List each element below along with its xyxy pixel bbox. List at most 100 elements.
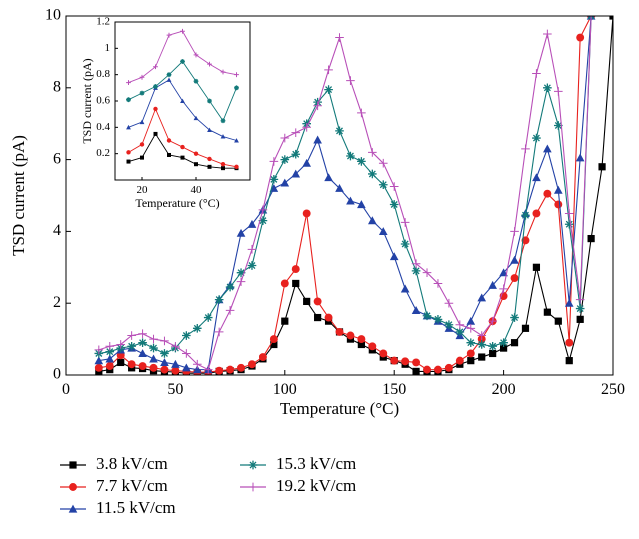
marker (248, 482, 258, 492)
marker (207, 127, 212, 132)
marker (302, 158, 311, 167)
marker (207, 164, 212, 169)
marker (553, 185, 563, 194)
marker (153, 131, 158, 136)
marker (171, 359, 180, 368)
series-line (98, 16, 592, 371)
marker (280, 178, 290, 187)
marker (193, 78, 199, 84)
legend-label: 11.5 kV/cm (96, 498, 176, 517)
marker (291, 128, 301, 137)
marker (467, 357, 475, 365)
marker (554, 317, 562, 325)
marker (510, 274, 519, 283)
marker (280, 133, 290, 143)
marker (280, 155, 290, 164)
marker (378, 227, 388, 235)
x-tick-label: 250 (601, 381, 625, 398)
marker (543, 83, 552, 93)
marker (521, 210, 530, 220)
marker (221, 166, 225, 171)
marker (553, 121, 563, 130)
marker (153, 84, 158, 89)
marker (389, 252, 399, 261)
marker (180, 144, 185, 150)
marker (412, 367, 420, 375)
marker (500, 344, 508, 352)
marker (587, 234, 595, 243)
x-axis-label: Temperature (°C) (280, 399, 399, 418)
marker (105, 362, 114, 370)
marker (575, 153, 585, 162)
marker (532, 133, 541, 143)
marker (499, 284, 508, 294)
inset: 20 40 0.2 0.4 0.6 0.8 1 1.2 Temperature (°C) TSD … (80, 16, 251, 210)
marker (368, 148, 377, 157)
marker (444, 363, 453, 372)
marker (543, 29, 552, 39)
marker (180, 28, 185, 34)
marker (412, 358, 421, 367)
marker (368, 342, 377, 351)
marker (171, 341, 180, 351)
legend-label: 15.3 kV/cm (276, 454, 356, 473)
marker (234, 85, 239, 91)
y-tick-label: 4 (53, 222, 61, 239)
marker (269, 184, 279, 192)
y-tick-label: 0.4 (96, 121, 110, 133)
marker (160, 365, 169, 374)
marker (400, 284, 410, 293)
marker (248, 360, 256, 369)
marker (281, 317, 289, 325)
marker (166, 32, 172, 38)
marker (357, 108, 366, 118)
marker (247, 219, 257, 228)
plot-area (94, 16, 613, 375)
marker (247, 245, 257, 254)
marker (357, 340, 365, 349)
marker (234, 138, 239, 143)
marker (220, 69, 226, 75)
marker (214, 295, 224, 304)
y-axis-label: TSD current (pA) (9, 135, 28, 256)
marker (194, 162, 198, 167)
marker (220, 162, 226, 167)
marker (324, 313, 333, 322)
x-tick-label: 50 (167, 381, 183, 398)
legend-label: 19.2 kV/cm (276, 476, 356, 495)
marker (422, 268, 432, 278)
marker (258, 216, 268, 225)
marker (554, 200, 563, 209)
marker (400, 218, 410, 227)
marker (149, 334, 158, 344)
marker (203, 313, 213, 322)
marker (225, 306, 235, 315)
marker (411, 266, 421, 276)
marker (313, 135, 322, 144)
marker (576, 315, 584, 323)
marker (553, 87, 563, 96)
marker (368, 169, 377, 179)
marker (335, 33, 344, 42)
marker (139, 90, 145, 96)
marker (127, 331, 136, 340)
marker (280, 279, 289, 288)
marker (564, 298, 574, 307)
marker (543, 308, 551, 316)
marker (335, 126, 344, 136)
marker (269, 175, 279, 184)
marker (477, 293, 487, 302)
marker (389, 182, 399, 191)
marker (302, 209, 311, 218)
marker (478, 353, 486, 361)
x-tick-label: 100 (273, 381, 297, 398)
marker (455, 356, 464, 365)
marker (357, 200, 366, 209)
marker (291, 149, 301, 159)
marker (565, 357, 573, 365)
marker (575, 304, 585, 313)
y-tick-label: 0 (53, 366, 61, 383)
main-plot: 0 50 100 150 200 250 0 2 4 6 8 10 Temperature (°C) TS… (9, 7, 625, 418)
marker (466, 349, 475, 358)
